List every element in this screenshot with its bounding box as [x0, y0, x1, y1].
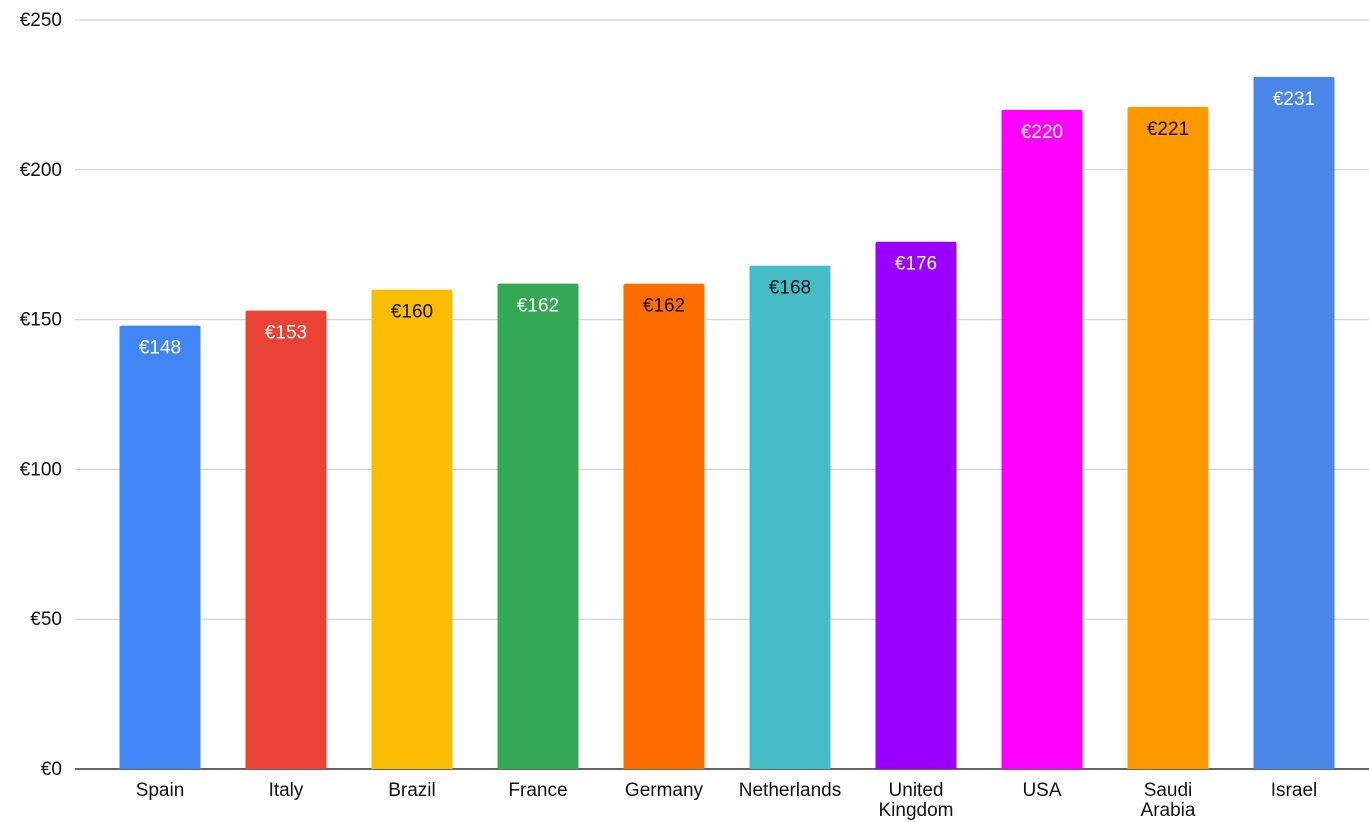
x-tick-label: Spain — [136, 780, 185, 801]
x-tick-label-line: United — [889, 780, 944, 801]
bar-saudi-arabia — [1127, 106, 1209, 769]
x-tick-label-line: USA — [1022, 780, 1061, 801]
x-tick-label: Israel — [1271, 780, 1317, 801]
bar-spain — [119, 325, 201, 769]
data-labels: €148 €153 €160 €162 €162 €168 €176 €220 €221 €231 — [139, 89, 1315, 359]
data-label: €168 — [769, 278, 811, 299]
x-tick-label-line: France — [508, 780, 567, 801]
x-tick-label-line: Spain — [136, 780, 185, 801]
bar-netherlands — [749, 265, 831, 769]
data-label: €162 — [643, 296, 685, 317]
x-axis-category-labels: Spain Italy Brazil France Germany Netherlands… — [136, 780, 1318, 821]
x-tick-label-line: Netherlands — [739, 780, 841, 801]
x-tick-label: Netherlands — [739, 780, 841, 801]
bars — [119, 76, 1335, 770]
x-tick-label: Italy — [269, 780, 304, 801]
x-tick-label-line: Saudi — [1144, 780, 1193, 801]
bar-usa — [1001, 109, 1083, 769]
data-label: €221 — [1147, 119, 1189, 140]
data-label: €176 — [895, 254, 937, 275]
data-label: €153 — [265, 323, 307, 344]
y-tick-label: €200 — [20, 160, 62, 181]
y-tick-label: €100 — [20, 459, 62, 480]
x-tick-label: USA — [1022, 780, 1061, 801]
x-tick-label-line: Israel — [1271, 780, 1317, 801]
data-label: €231 — [1273, 89, 1315, 110]
bar-germany — [623, 283, 705, 769]
bar-united-kingdom — [875, 241, 957, 770]
y-tick-label: €250 — [20, 10, 62, 31]
bar-israel — [1253, 76, 1335, 769]
x-tick-label-line: Germany — [625, 780, 704, 801]
data-label: €160 — [391, 302, 433, 323]
bar-italy — [245, 310, 327, 769]
y-axis-tick-labels: €0 €50 €100 €150 €200 €250 — [20, 10, 62, 780]
data-label: €162 — [517, 296, 559, 317]
x-tick-label-line: Italy — [269, 780, 304, 801]
x-tick-label-line: Kingdom — [879, 800, 954, 821]
data-label: €148 — [139, 338, 181, 359]
y-tick-label: €150 — [20, 310, 62, 331]
bar-france — [497, 283, 579, 769]
x-tick-label: France — [508, 780, 567, 801]
bar-brazil — [371, 289, 453, 769]
y-tick-label: €0 — [41, 759, 62, 780]
x-tick-label: Saudi Arabia — [1141, 780, 1196, 821]
x-tick-label: United Kingdom — [879, 780, 954, 821]
y-tick-label: €50 — [30, 609, 62, 630]
data-label: €220 — [1021, 122, 1063, 143]
x-tick-label: Brazil — [388, 780, 436, 801]
x-tick-label: Germany — [625, 780, 704, 801]
x-tick-label-line: Brazil — [388, 780, 436, 801]
x-tick-label-line: Arabia — [1141, 800, 1196, 821]
